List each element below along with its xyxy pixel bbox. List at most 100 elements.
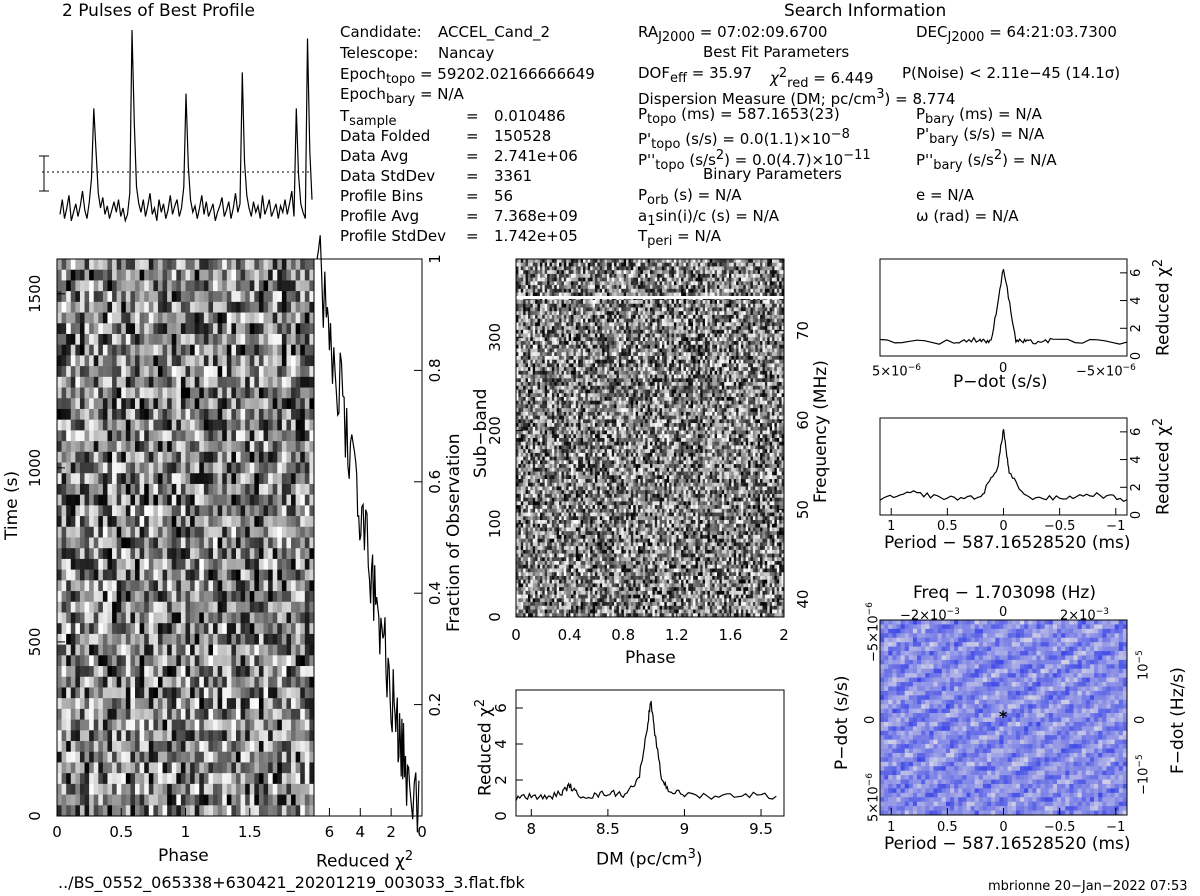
- time-phase-cell: [245, 612, 251, 624]
- subband-cell: [738, 307, 742, 312]
- time-phase-cell: [171, 794, 177, 806]
- time-phase-cell: [121, 355, 127, 367]
- subband-cell: [683, 266, 687, 271]
- subband-cell: [709, 303, 713, 308]
- subband-cell: [525, 314, 529, 319]
- time-phase-cell: [148, 430, 154, 442]
- subband-cell: [678, 311, 682, 316]
- time-phase-cell: [139, 569, 145, 581]
- subband-cell: [626, 322, 629, 327]
- subband-cell: [604, 270, 608, 275]
- subband-cell: [640, 307, 644, 312]
- time-phase-cell: [125, 387, 131, 399]
- time-phase-cell: [226, 516, 232, 528]
- subband-cell: [590, 300, 593, 305]
- time-phase-cell: [199, 773, 205, 785]
- time-phase-cell: [84, 387, 90, 399]
- subband-cell: [776, 307, 780, 312]
- subband-cell: [563, 300, 567, 305]
- time-phase-cell: [272, 355, 278, 367]
- time-phase-cell: [217, 805, 223, 817]
- subband-cell: [657, 307, 660, 312]
- subband-cell: [738, 303, 742, 308]
- time-phase-cell: [263, 419, 269, 431]
- subband-cell: [642, 270, 646, 275]
- time-phase-cell: [66, 526, 72, 538]
- time-phase-cell: [93, 655, 99, 667]
- subband-cell: [745, 292, 749, 297]
- time-phase-cell: [231, 419, 237, 431]
- subband-cell: [611, 318, 615, 323]
- time-phase-cell: [208, 644, 214, 656]
- time-phase-cell: [176, 601, 182, 613]
- time-phase-cell: [112, 698, 117, 710]
- time-phase-cell: [300, 591, 306, 603]
- time-phase-cell: [286, 805, 292, 817]
- time-phase-cell: [309, 655, 315, 667]
- subband-cell: [652, 270, 656, 275]
- time-phase-cell: [263, 516, 269, 528]
- subband-cell: [559, 262, 562, 267]
- time-phase-cell: [208, 505, 214, 517]
- subband-cell: [547, 285, 550, 290]
- subband-cell: [633, 303, 636, 308]
- time-phase-cell: [57, 441, 62, 453]
- subband-cell: [578, 288, 581, 293]
- subband-cell: [757, 281, 761, 286]
- subband-cell: [609, 303, 613, 308]
- time-phase-cell: [258, 794, 264, 806]
- time-phase-cell: [98, 376, 104, 388]
- subband-cell: [647, 307, 651, 312]
- subband-cell: [717, 270, 720, 275]
- time-phase-cell: [176, 462, 182, 474]
- time-phase-cell: [93, 687, 99, 699]
- time-phase-cell: [84, 398, 90, 410]
- time-phase-cell: [79, 473, 85, 485]
- time-phase-cell: [153, 558, 159, 570]
- time-phase-cell: [291, 312, 296, 324]
- time-phase-cell: [162, 687, 168, 699]
- time-phase-cell: [125, 269, 131, 281]
- subband-cell: [551, 322, 555, 327]
- time-phase-cell: [157, 312, 163, 324]
- subband-cell: [616, 288, 620, 293]
- subband-cell: [585, 273, 589, 278]
- subband-cell: [650, 266, 653, 271]
- time-phase-cell: [291, 451, 296, 463]
- time-phase-cell: [98, 687, 104, 699]
- subband-cell: [650, 300, 653, 305]
- time-phase-cell: [125, 280, 131, 292]
- time-phase-cell: [121, 441, 127, 453]
- time-phase-cell: [61, 323, 67, 335]
- time-phase-cell: [268, 762, 273, 774]
- time-phase-cell: [258, 698, 264, 710]
- time-phase-cell: [171, 537, 177, 549]
- subband-cell: [635, 322, 639, 327]
- time-phase-cell: [107, 408, 113, 420]
- subband-cell: [547, 307, 550, 312]
- subband-cell: [767, 266, 770, 271]
- time-phase-cell: [263, 773, 269, 785]
- time-phase-cell: [61, 537, 67, 549]
- subband-cell: [626, 303, 629, 308]
- subband-cell: [554, 318, 557, 323]
- time-phase-cell: [235, 719, 241, 731]
- subband-cell: [642, 292, 646, 297]
- time-phase-cell: [125, 655, 131, 667]
- subband-cell: [647, 262, 651, 267]
- subband-cell: [762, 314, 766, 319]
- subband-cell: [757, 300, 761, 305]
- time-phase-cell: [235, 291, 241, 303]
- time-phase-cell: [240, 366, 246, 378]
- time-phase-cell: [213, 612, 218, 624]
- time-phase-cell: [213, 569, 218, 581]
- time-phase-cell: [291, 805, 296, 817]
- subband-cell: [628, 270, 632, 275]
- time-phase-cell: [89, 601, 95, 613]
- subband-cell: [700, 311, 703, 316]
- subband-cell: [650, 314, 653, 319]
- time-phase-cell: [281, 291, 287, 303]
- time-phase-cell: [98, 526, 104, 538]
- subband-cell: [592, 259, 596, 264]
- time-phase-cell: [281, 676, 287, 688]
